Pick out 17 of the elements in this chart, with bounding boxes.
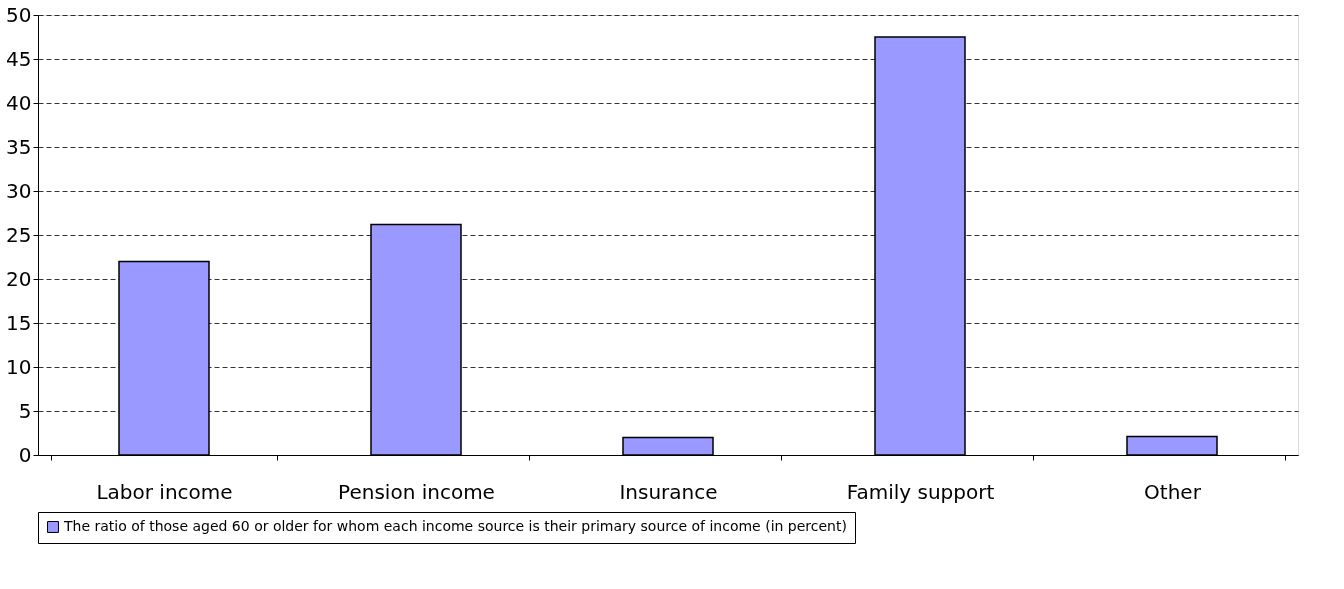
y-tick-label: 10 <box>6 354 32 379</box>
y-tick-label: 35 <box>6 134 32 159</box>
x-tick-label: Other <box>1144 479 1202 504</box>
y-tick-label: 50 <box>6 2 32 27</box>
y-tick-label: 45 <box>6 46 32 71</box>
y-tick-label: 5 <box>18 398 32 423</box>
y-tick-label: 25 <box>6 222 32 247</box>
y-tick-label: 30 <box>6 178 32 203</box>
y-tick-label: 15 <box>6 310 32 335</box>
x-tick-label: Labor income <box>96 479 233 504</box>
x-tick-label: Family support <box>846 479 995 504</box>
y-tick-label: 20 <box>6 266 32 291</box>
x-tick-label: Insurance <box>619 479 718 504</box>
y-tick-label: 0 <box>18 442 32 467</box>
x-tick-label: Pension income <box>338 479 495 504</box>
legend-label: The ratio of those aged 60 or older for whom each income source is their primary source of income (in percent) <box>63 518 847 534</box>
y-tick-label: 40 <box>6 90 32 115</box>
